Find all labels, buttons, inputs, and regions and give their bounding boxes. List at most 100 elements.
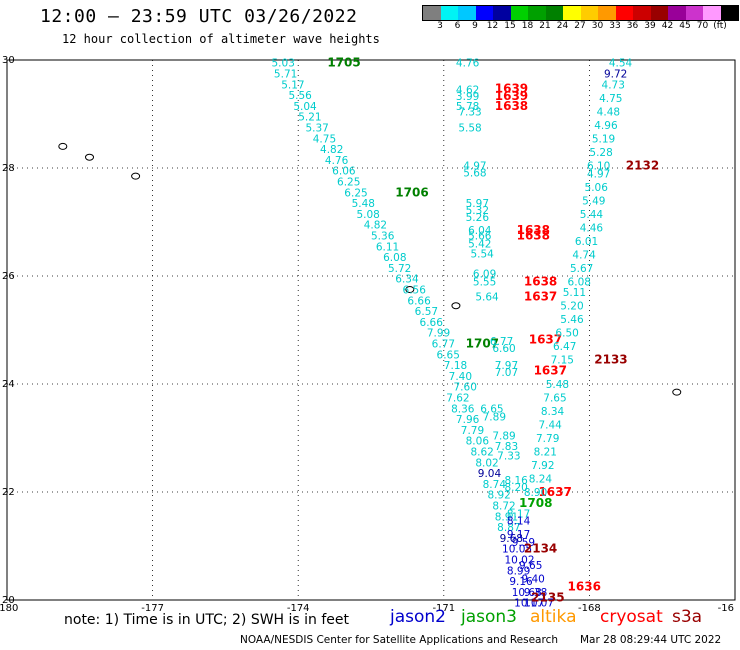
colorbar-swatch: [703, 6, 721, 20]
pass-time-label: 2134: [524, 542, 557, 556]
units-note: note: 1) Time is in UTC; 2) SWH is in fe…: [64, 612, 350, 628]
wave-height-label: 7.60: [454, 382, 477, 394]
wave-height-label: 5.28: [589, 147, 612, 159]
wave-height-label: 8.20: [504, 482, 527, 494]
wave-height-label: 5.04: [293, 101, 317, 113]
x-tick-label: -177: [141, 603, 164, 614]
wave-height-label: 8.21: [534, 447, 557, 459]
colorbar-label: 42: [661, 21, 674, 31]
wave-height-label: 4.54: [609, 58, 633, 70]
wave-height-label: 8.74: [483, 479, 507, 491]
wave-height-label: 6.77: [490, 336, 513, 348]
colorbar-label: 30: [591, 21, 604, 31]
wave-height-label: 6.60: [492, 343, 515, 355]
wave-height-label: 7.89: [492, 430, 515, 442]
colorbar-label: 3: [437, 21, 443, 31]
wave-height-label: 6.25: [337, 177, 360, 189]
wave-height-label: 5.06: [585, 182, 609, 194]
pass-time-label: 2135: [531, 590, 564, 604]
island-outline: [672, 388, 682, 396]
wave-height-label: 9.72: [604, 69, 627, 81]
wave-height-label: 6.10: [587, 160, 610, 172]
colorbar-swatch: [493, 6, 511, 20]
pass-time-label: 1638: [495, 99, 528, 113]
colorbar-swatch: [598, 6, 616, 20]
colorbar-label: (ft): [713, 21, 727, 31]
colorbar-swatch: [563, 6, 581, 20]
wave-height-label: 8.92: [487, 490, 510, 502]
wave-height-label: 8.24: [529, 474, 553, 486]
wave-height-label: 7.79: [461, 425, 484, 437]
wave-height-label: 5.36: [371, 231, 395, 243]
wave-height-label: 4.73: [602, 79, 625, 91]
wave-height-label: 5.46: [560, 314, 584, 326]
colorbar-swatch: [615, 6, 633, 20]
y-tick-label: 26: [2, 271, 15, 282]
wave-height-label: 8.72: [492, 501, 515, 513]
pass-time-label: 1708: [519, 496, 552, 510]
wave-height-label: 4.96: [594, 120, 618, 132]
wave-height-label: 6.66: [407, 295, 431, 307]
colorbar-swatch: [528, 6, 546, 20]
pass-time-label: 1638: [524, 274, 557, 288]
wave-height-label: 5.21: [298, 112, 321, 124]
y-tick-label: 22: [2, 487, 15, 498]
pass-time-label: 2132: [626, 158, 659, 172]
colorbar-swatch: [423, 6, 441, 20]
wave-height-label: 5.08: [356, 209, 379, 221]
legend-jason3: jason3: [461, 607, 517, 627]
wave-height-label: 6.50: [555, 328, 578, 340]
wave-height-label: 4.97: [587, 168, 610, 180]
wave-height-label: 5.97: [466, 198, 489, 210]
wave-height-label: 6.11: [376, 241, 399, 253]
wave-height-label: 5.17: [281, 79, 304, 91]
wave-height-label: 9.59: [512, 537, 535, 549]
colorbar-label: 39: [644, 21, 656, 31]
pass-time-label: 1637: [529, 333, 562, 347]
colorbar-swatch: [685, 6, 703, 20]
wave-height-label: 4.82: [320, 144, 343, 156]
wave-height-label: 6.47: [553, 341, 576, 353]
colorbar-swatch: [633, 6, 651, 20]
colorbar-label: 12: [486, 21, 499, 31]
pass-time-label: 1637: [538, 485, 571, 499]
wave-height-label: 6.09: [473, 268, 496, 280]
pass-time-label: 1637: [524, 290, 557, 304]
legend-cryosat: cryosat: [600, 607, 663, 627]
legend-s3a: s3a: [672, 607, 703, 627]
wave-height-label: 6.25: [344, 187, 367, 199]
wave-height-label: 3.99: [456, 91, 479, 103]
colorbar-swatch: [440, 6, 458, 20]
pass-time-label: 2133: [594, 353, 627, 367]
credit-line: NOAA/NESDIS Center for Satellite Applica…: [240, 634, 558, 646]
wave-height-label: 6.06: [332, 166, 356, 178]
wave-height-label: 5.11: [563, 287, 586, 299]
wave-height-label: 5.49: [582, 195, 605, 207]
wave-height-label: 7.79: [536, 433, 559, 445]
wave-height-label: 7.99: [427, 328, 450, 340]
x-tick-label: -174: [287, 603, 310, 614]
wave-height-label: 7.44: [538, 420, 562, 432]
colorbar-swatch: [510, 6, 528, 20]
island-outline: [405, 286, 415, 293]
wave-height-label: 7.92: [531, 460, 554, 472]
colorbar-label: 6: [454, 21, 461, 31]
island-outline: [58, 142, 68, 150]
wave-height-label: 7.83: [495, 441, 518, 453]
wave-height-label: 8.87: [497, 522, 520, 534]
y-tick-label: 20: [2, 595, 15, 606]
colorbar-label: 9: [472, 21, 478, 31]
wave-height-label: 6.04: [468, 225, 492, 237]
colorbar-swatch: [475, 6, 493, 20]
wave-height-label: 7.89: [483, 411, 506, 423]
wave-height-label: 7.62: [446, 393, 469, 405]
wave-height-label: 5.58: [458, 123, 481, 135]
pass-time-label: 1706: [395, 185, 428, 199]
x-tick-label: -171: [432, 603, 455, 614]
pass-time-label: 1639: [495, 82, 528, 96]
colorbar-label: 27: [574, 21, 586, 31]
x-tick-label: -168: [578, 603, 601, 614]
wave-height-label: 7.65: [543, 393, 566, 405]
wave-height-label: 9.38: [524, 587, 547, 599]
